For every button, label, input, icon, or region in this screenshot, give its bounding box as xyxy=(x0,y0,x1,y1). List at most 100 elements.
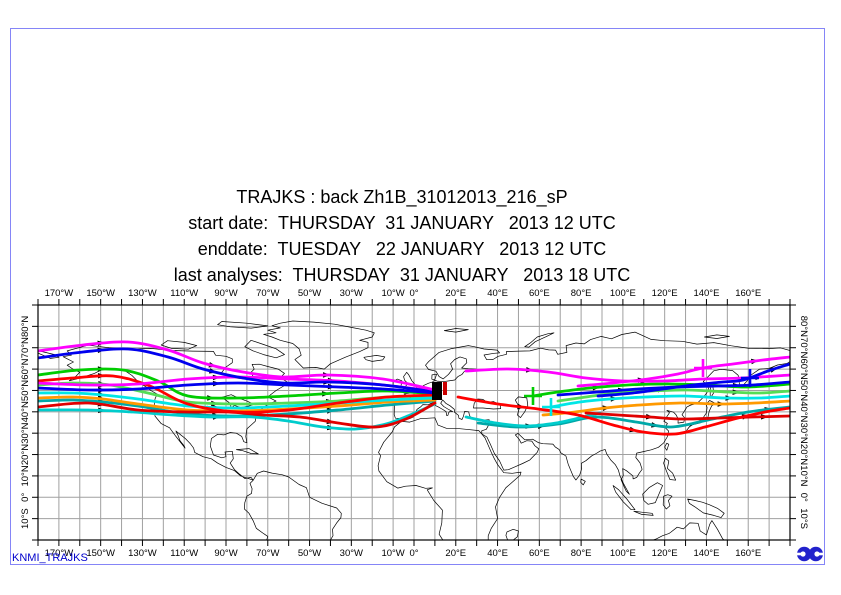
lon-label-top: 120°E xyxy=(652,288,678,299)
aux-start-bar xyxy=(443,382,447,395)
lat-label-right: 0° xyxy=(798,493,809,502)
lon-label-top: 10°W xyxy=(381,288,404,299)
lon-label-top: 110°W xyxy=(170,288,198,299)
lon-label-top: 0° xyxy=(409,288,418,299)
lat-label-left: 20°N xyxy=(20,444,31,465)
lat-label-left: 50°N xyxy=(20,380,31,401)
lon-label-top: 160°E xyxy=(735,288,761,299)
lat-label-left: 30°N xyxy=(20,422,31,443)
lat-label-left: 60°N xyxy=(20,358,31,379)
lon-label-bottom: 50°W xyxy=(298,548,321,559)
trajectory-red-2 xyxy=(584,411,790,421)
lon-label-bottom: 80°E xyxy=(571,548,592,559)
knmi-logo-shape xyxy=(817,552,824,556)
lat-label-right: 70°N xyxy=(798,337,809,358)
lon-label-top: 20°E xyxy=(445,288,466,299)
lon-label-top: 70°W xyxy=(256,288,279,299)
trajectory-upper-blue xyxy=(596,362,790,398)
trajectory-red-1 xyxy=(38,374,437,414)
knmi-trajks-credit: KNMI_TRAJKS xyxy=(12,552,88,564)
lat-label-right: 30°N xyxy=(798,423,809,444)
last-analyses-line: last analyses: THURSDAY 31 JANUARY 2013 … xyxy=(173,265,631,285)
start-date-line: start date: THURSDAY 31 JANUARY 2013 12 … xyxy=(188,213,616,233)
coastline xyxy=(686,400,716,431)
trajectory-red-1 xyxy=(456,395,790,436)
lon-label-bottom: 30°W xyxy=(340,548,363,559)
lat-label-left: 80°N xyxy=(20,316,31,337)
coastline xyxy=(580,478,586,486)
lat-label-left: 40°N xyxy=(20,401,31,422)
lon-label-bottom: 130°W xyxy=(128,548,157,559)
coastline xyxy=(443,328,469,333)
coastline xyxy=(704,334,730,339)
coastline xyxy=(663,457,677,481)
coastline xyxy=(244,470,342,540)
plot-frame xyxy=(10,28,825,565)
coastline xyxy=(687,498,725,518)
trajectory-upper-blue xyxy=(38,347,437,394)
coastline xyxy=(377,417,522,540)
lon-label-top: 140°E xyxy=(693,288,719,299)
lon-label-bottom: 90°W xyxy=(214,548,237,559)
knmi-logo xyxy=(796,546,824,562)
coastline xyxy=(662,494,673,510)
axis-ticks xyxy=(32,299,796,546)
coastline xyxy=(244,339,285,359)
trajectory-map: 170°W 170°W 150°W 150°W 130°W 130°W 110°W 110°W… xyxy=(20,288,809,559)
trajectory-green-2 xyxy=(556,388,790,403)
lon-label-bottom: 70°W xyxy=(256,548,279,559)
coastline xyxy=(236,448,259,455)
lon-label-bottom: 160°E xyxy=(735,548,761,559)
lon-label-top: 30°W xyxy=(340,288,363,299)
lon-label-bottom: 120°E xyxy=(652,548,678,559)
lat-label-right: 20°N xyxy=(798,444,809,465)
plot-title: TRAJKS : back Zh1B_31012013_216_sP xyxy=(236,187,568,207)
trajectory-green-1 xyxy=(38,367,437,400)
lat-label-right: 40°N xyxy=(798,401,809,422)
trajectory-orange xyxy=(541,399,790,417)
lon-label-top: 50°W xyxy=(298,288,321,299)
lat-label-left: 0° xyxy=(20,493,31,502)
trajectory-upper-magenta xyxy=(576,355,790,388)
coastline xyxy=(263,320,375,370)
end-marker-plus-icon xyxy=(694,359,712,377)
coastline xyxy=(505,528,519,540)
axis-labels: 170°W 170°W 150°W 150°W 130°W 130°W 110°W 110°W… xyxy=(20,288,809,559)
coastline xyxy=(642,482,663,505)
coastline xyxy=(363,355,386,362)
lon-label-bottom: 110°W xyxy=(170,548,198,559)
lat-label-right: 10°S xyxy=(798,508,809,529)
coastline xyxy=(217,321,269,329)
trajectory-red-2 xyxy=(38,401,437,429)
trajectory-cyan-2 xyxy=(38,402,437,431)
lat-label-left: 10°S xyxy=(20,508,31,529)
coastline xyxy=(633,510,654,516)
lon-label-bottom: 60°E xyxy=(529,548,550,559)
lon-label-top: 40°E xyxy=(487,288,508,299)
map-border xyxy=(37,304,791,541)
trajectory-green-1 xyxy=(531,382,790,398)
lon-label-top: 150°W xyxy=(86,288,115,299)
end-marker-plus-icon xyxy=(741,369,759,387)
end-marker-plus-icon xyxy=(524,387,542,405)
coastline xyxy=(664,442,670,451)
end-date-line: enddate: TUESDAY 22 JANUARY 2013 12 UTC xyxy=(197,239,607,259)
coastline xyxy=(160,340,198,350)
grid-lines xyxy=(38,305,790,540)
coastline xyxy=(524,332,555,348)
lon-label-bottom: 100°E xyxy=(610,548,636,559)
trajectory-upper-magenta xyxy=(38,340,437,392)
title-block: TRAJKS : back Zh1B_31012013_216_sP start… xyxy=(2,184,802,288)
lat-label-left: 10°N xyxy=(20,465,31,486)
coastline xyxy=(612,485,636,511)
coastline xyxy=(652,520,725,540)
trajectory-band-blue xyxy=(38,381,437,395)
lon-label-top: 80°E xyxy=(571,288,592,299)
lat-label-right: 80°N xyxy=(798,316,809,337)
lat-label-right: 60°N xyxy=(798,358,809,379)
lon-label-top: 170°W xyxy=(45,288,74,299)
lat-label-left: 70°N xyxy=(20,337,31,358)
lon-label-bottom: 10°W xyxy=(381,548,404,559)
lon-label-top: 100°E xyxy=(610,288,636,299)
trajectory-cyan-1 xyxy=(38,391,437,410)
